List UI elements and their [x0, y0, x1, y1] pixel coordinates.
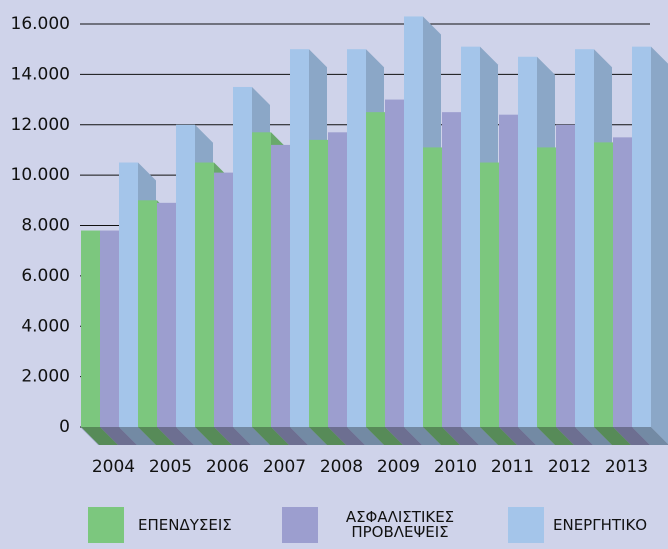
bar	[138, 200, 157, 427]
bar-bottom	[119, 427, 156, 445]
bar	[176, 124, 195, 427]
bar	[119, 162, 138, 427]
bar	[214, 172, 233, 427]
bar	[290, 49, 309, 427]
bar	[423, 147, 442, 427]
x-tick-label: 2008	[320, 457, 363, 477]
bar	[385, 99, 404, 427]
bar	[575, 49, 594, 427]
bar	[461, 46, 480, 427]
bar-bottom	[309, 427, 346, 445]
y-tick-label: 16.000	[11, 14, 70, 34]
x-tick-label: 2011	[491, 457, 534, 477]
x-tick-label: 2010	[434, 457, 477, 477]
bar	[271, 144, 290, 427]
bar	[157, 202, 176, 427]
bar	[480, 162, 499, 427]
bar-bottom	[556, 427, 593, 445]
bar	[100, 230, 119, 427]
y-tick-label: 6.000	[21, 266, 70, 286]
bar-bottom	[138, 427, 175, 445]
legend-label: ΕΠΕΝΔΥΣΕΙΣ	[138, 515, 232, 534]
legend-label: ΑΣΦΑΛΙΣΤΙΚΕΣ ΠΡΟΒΛΕΨΕΙΣ	[345, 508, 455, 541]
bar-bottom	[233, 427, 270, 445]
x-tick-label: 2004	[92, 457, 135, 477]
y-tick-label: 10.000	[11, 165, 70, 185]
bar-bottom	[290, 427, 327, 445]
bar-bottom	[214, 427, 251, 445]
bar	[613, 137, 632, 427]
bar-bottom	[518, 427, 555, 445]
bar-bottom	[499, 427, 536, 445]
bar-bottom	[195, 427, 232, 445]
bar-bottom	[537, 427, 574, 445]
bar-bottom	[347, 427, 384, 445]
y-tick-label: 8.000	[21, 216, 70, 236]
bar-bottom	[385, 427, 422, 445]
bar	[328, 132, 347, 427]
legend-label: ΕΝΕΡΓΗΤΙΚΟ	[553, 515, 648, 534]
legend-swatch	[508, 507, 544, 543]
x-tick-label: 2006	[206, 457, 249, 477]
bar-bottom	[252, 427, 289, 445]
bar	[366, 112, 385, 427]
bar-bottom	[632, 427, 668, 445]
bar	[347, 49, 366, 427]
bar-bottom	[575, 427, 612, 445]
bar-bottom	[613, 427, 650, 445]
legend-swatch	[282, 507, 318, 543]
bar	[442, 112, 461, 427]
y-tick-label: 12.000	[11, 115, 70, 135]
bar	[233, 86, 252, 427]
bar-bottom	[594, 427, 631, 445]
bar-bottom	[157, 427, 194, 445]
x-tick-label: 2013	[605, 457, 648, 477]
bar	[594, 142, 613, 427]
bar	[195, 162, 214, 427]
bar-side	[651, 46, 668, 444]
bar	[252, 132, 271, 427]
x-tick-label: 2005	[149, 457, 192, 477]
bar-bottom	[81, 427, 118, 445]
bar-bottom	[442, 427, 479, 445]
bar-bottom	[328, 427, 365, 445]
bar	[556, 124, 575, 427]
bar	[404, 16, 423, 427]
x-tick-label: 2007	[263, 457, 306, 477]
x-tick-label: 2012	[548, 457, 591, 477]
y-tick-label: 0	[59, 417, 70, 437]
bar-bottom	[404, 427, 441, 445]
bar	[81, 230, 100, 427]
bar-bottom	[271, 427, 308, 445]
bar-bottom	[480, 427, 517, 445]
bar-bottom	[176, 427, 213, 445]
bar	[632, 46, 651, 427]
bar-bottom	[366, 427, 403, 445]
legend-swatch	[88, 507, 124, 543]
bar	[309, 139, 328, 428]
bar	[537, 147, 556, 427]
bar-bottom	[100, 427, 137, 445]
bar	[499, 114, 518, 428]
x-tick-label: 2009	[377, 457, 420, 477]
y-tick-label: 2.000	[21, 367, 70, 387]
bar-bottom	[423, 427, 460, 445]
bar-bottom	[461, 427, 498, 445]
y-tick-label: 14.000	[11, 64, 70, 84]
bar	[518, 56, 537, 428]
y-tick-label: 4.000	[21, 316, 70, 336]
